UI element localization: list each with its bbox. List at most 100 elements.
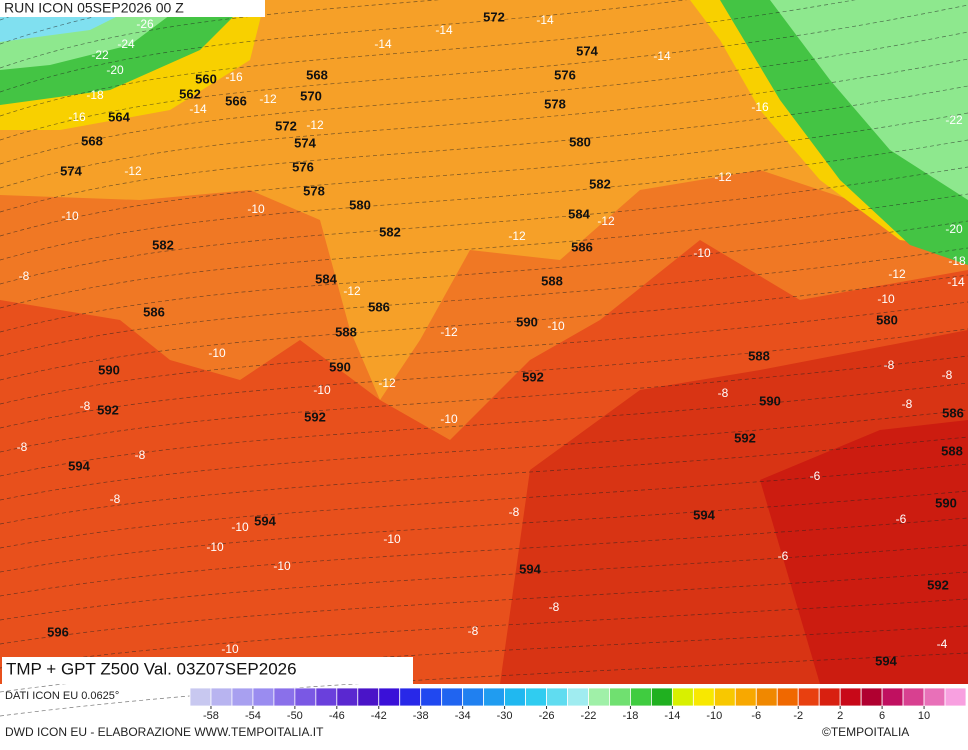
header-box <box>0 0 265 17</box>
colorbar-tick-label: -30 <box>497 710 513 722</box>
geopotential-label: 590 <box>759 393 781 408</box>
temperature-label: -10 <box>383 532 401 546</box>
colorbar-swatch <box>755 687 778 707</box>
temperature-label: -12 <box>508 229 526 243</box>
temperature-label: -20 <box>106 63 124 77</box>
contour-line <box>0 0 688 93</box>
geopotential-label: 580 <box>876 312 898 327</box>
colorbar-swatch <box>315 687 338 707</box>
geopotential-label: 596 <box>47 624 69 639</box>
contour-line <box>0 625 968 693</box>
colorbar-tick-label: -18 <box>622 710 638 722</box>
source-label: DATI ICON EU 0.0625° <box>5 690 119 702</box>
temperature-label: -20 <box>945 222 963 236</box>
colorbar-swatch <box>671 687 694 707</box>
geopotential-label: 574 <box>60 163 82 178</box>
colorbar-swatch <box>483 687 505 707</box>
geopotential-label: 594 <box>693 507 715 522</box>
temperature-label: -8 <box>942 368 953 382</box>
colorbar-tick-label: 10 <box>918 710 930 722</box>
temperature-label: -16 <box>68 110 86 124</box>
map-title: TMP + GPT Z500 Val. 03Z07SEP2026 <box>6 659 297 678</box>
colorbar-swatch <box>902 687 925 707</box>
temperature-label: -12 <box>440 325 458 339</box>
geopotential-label: 576 <box>292 159 314 174</box>
geopotential-label: 586 <box>571 239 593 254</box>
temperature-label: -6 <box>778 549 789 563</box>
temperature-label: -10 <box>273 559 291 573</box>
colorbar-swatch <box>923 687 946 707</box>
contour-line <box>0 274 968 381</box>
colorbar-swatch <box>504 687 526 707</box>
contour-line <box>0 571 968 645</box>
temperature-label: -18 <box>86 88 104 102</box>
colorbar-tick-label: -26 <box>539 710 555 722</box>
contour-line <box>0 436 968 525</box>
colorbar-swatch <box>692 687 715 707</box>
colorbar-swatch <box>420 687 443 707</box>
contour-line <box>0 517 968 597</box>
colorbar-swatch <box>294 687 317 707</box>
geopotential-label: 586 <box>368 299 390 314</box>
geopotential-label: 562 <box>179 86 201 101</box>
temperature-label: -10 <box>693 246 711 260</box>
temperature-label: -8 <box>549 600 560 614</box>
contour-line <box>0 0 441 69</box>
contour-line <box>0 409 968 501</box>
temperature-label: -10 <box>61 209 79 223</box>
geopotential-label: 594 <box>68 458 90 473</box>
geopotential-label: 590 <box>98 362 120 377</box>
colorbar-tick-label: -50 <box>287 710 303 722</box>
geopotential-label: 588 <box>541 273 563 288</box>
colorbar-tick-label: -10 <box>706 710 722 722</box>
geopotential-label: 592 <box>97 402 119 417</box>
contour-line <box>0 382 968 477</box>
contour-line <box>0 328 968 429</box>
colorbar-swatch <box>860 687 883 707</box>
temperature-label: -18 <box>948 254 966 268</box>
colorbar-swatch <box>713 687 736 707</box>
temperature-label: -10 <box>231 520 249 534</box>
geopotential-label: 592 <box>927 577 949 592</box>
contour-line <box>0 31 968 165</box>
colorbar-tick-label: -54 <box>245 710 261 722</box>
temperature-label: -12 <box>714 170 732 184</box>
temperature-label: -14 <box>653 49 671 63</box>
contour-line <box>0 85 968 213</box>
temperature-label: -6 <box>810 469 821 483</box>
colorbar-swatch <box>252 687 275 707</box>
geopotential-label: 566 <box>225 93 247 108</box>
colorbar-tick-label: -58 <box>203 710 219 722</box>
temperature-label: -10 <box>440 412 458 426</box>
colorbar-tick-label: 2 <box>837 710 843 722</box>
temperature-label: -10 <box>313 383 331 397</box>
colorbar-tick-label: -34 <box>455 710 471 722</box>
temperature-label: -10 <box>877 292 895 306</box>
geopotential-label: 578 <box>303 183 325 198</box>
geopotential-label: 586 <box>942 405 964 420</box>
contour-line <box>0 4 968 141</box>
geopotential-label: 586 <box>143 304 165 319</box>
temperature-label: -10 <box>247 202 265 216</box>
temperature-label: -8 <box>468 624 479 638</box>
temperature-label: -4 <box>937 637 948 651</box>
credit: DWD ICON EU - ELABORAZIONE WWW.TEMPOITAL… <box>5 725 324 739</box>
contour-line <box>0 652 968 717</box>
colorbar-swatch <box>273 687 296 707</box>
colorbar-tick-label: -22 <box>581 710 597 722</box>
contour-line <box>0 0 856 117</box>
temperature-label: -10 <box>208 346 226 360</box>
temperature-label: -6 <box>896 512 907 526</box>
colorbar-swatch <box>210 687 233 707</box>
geopotential-label: 574 <box>576 43 598 58</box>
geopotential-label: 578 <box>544 96 566 111</box>
colorbar-swatch <box>567 687 589 707</box>
colorbar-swatch <box>189 687 212 707</box>
temperature-label: -24 <box>117 37 135 51</box>
temperature-label: -12 <box>378 376 396 390</box>
colorbar-swatch <box>609 687 631 707</box>
colorbar-swatch <box>651 687 673 707</box>
colorbar-swatch <box>336 687 359 707</box>
temperature-label: -8 <box>80 399 91 413</box>
